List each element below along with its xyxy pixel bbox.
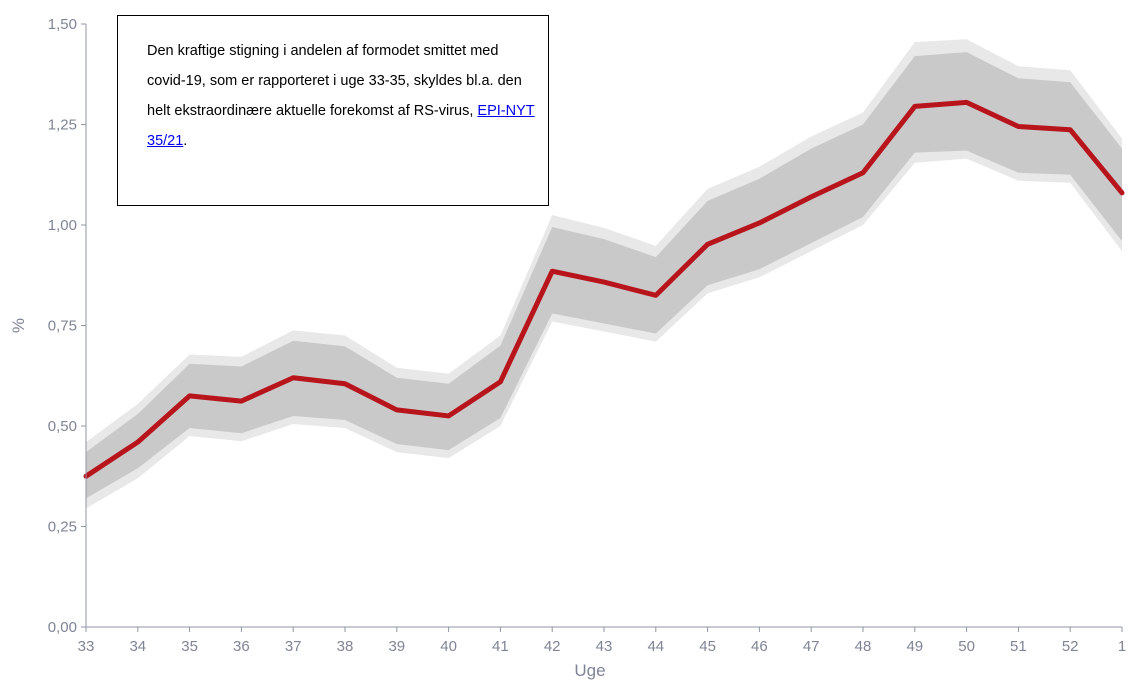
x-tick-label: 49 (906, 638, 923, 655)
x-tick-label: 39 (388, 638, 405, 655)
x-tick-label: 41 (492, 638, 509, 655)
x-axis-ticks: 33 34 35 36 37 38 39 40 41 42 43 44 45 46 47 48 49 50 51 52… (78, 627, 1126, 655)
y-tick-label: 0,25 (48, 519, 77, 536)
x-tick-label: 45 (699, 638, 716, 655)
x-tick-label: 36 (233, 638, 250, 655)
x-tick-label: 34 (129, 638, 146, 655)
y-axis-ticks: 0,00 0,25 0,50 0,75 1,00 1,25 1,50 (48, 16, 86, 636)
x-tick-label: 47 (803, 638, 820, 655)
epi-nyt-link[interactable]: EPI-NYT 35/21 (147, 103, 535, 149)
y-tick-label: 1,25 (48, 117, 77, 134)
x-tick-label: 33 (78, 638, 95, 655)
x-axis-title: Uge (574, 661, 605, 680)
x-tick-label: 46 (751, 638, 768, 655)
x-tick-label: 42 (544, 638, 561, 655)
x-tick-label: 35 (181, 638, 198, 655)
inner-band (86, 52, 1122, 499)
x-tick-label: 48 (855, 638, 872, 655)
y-tick-label: 1,50 (48, 16, 77, 33)
x-tick-label: 40 (440, 638, 457, 655)
confidence-bands (86, 39, 1122, 509)
y-tick-label: 0,00 (48, 619, 77, 636)
y-tick-label: 1,00 (48, 217, 77, 234)
annotation-box: Den kraftige stigning i andelen af formo… (117, 15, 549, 206)
annotation-suffix: . (183, 133, 188, 149)
series-lines (83, 99, 1125, 479)
y-tick-label: 0,75 (48, 318, 77, 335)
x-tick-label: 44 (647, 638, 664, 655)
y-axis-title: % (9, 318, 28, 333)
x-tick-label: 51 (1010, 638, 1027, 655)
x-tick-label: 52 (1062, 638, 1079, 655)
x-tick-label: 50 (958, 638, 975, 655)
x-tick-label: 43 (596, 638, 613, 655)
x-tick-label: 38 (337, 638, 354, 655)
series-line (83, 99, 1125, 479)
annotation-text: Den kraftige stigning i andelen af formo… (147, 43, 522, 119)
y-tick-label: 0,50 (48, 418, 77, 435)
x-tick-label: 1 (1118, 638, 1126, 655)
x-tick-label: 37 (285, 638, 302, 655)
